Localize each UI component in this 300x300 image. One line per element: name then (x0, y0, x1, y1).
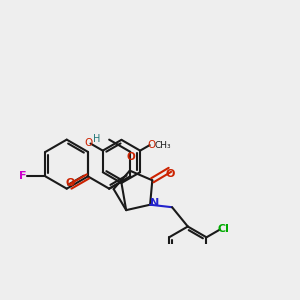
Text: F: F (19, 171, 26, 182)
Text: N: N (150, 198, 159, 208)
Text: Cl: Cl (218, 224, 230, 234)
Text: H: H (93, 134, 100, 145)
Text: O: O (165, 169, 175, 179)
Text: O: O (126, 152, 135, 162)
Text: O: O (66, 178, 75, 188)
Text: O: O (148, 140, 156, 150)
Text: CH₃: CH₃ (155, 141, 172, 150)
Text: O: O (85, 138, 93, 148)
